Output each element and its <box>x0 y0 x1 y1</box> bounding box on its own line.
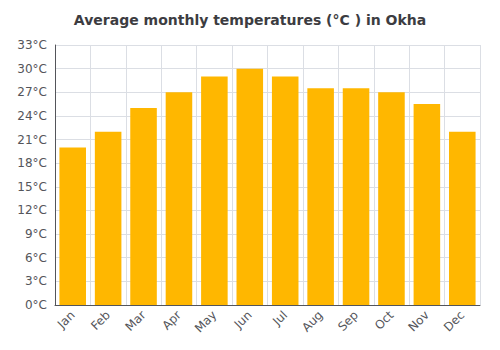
svg-text:24°C: 24°C <box>17 109 47 123</box>
svg-text:Jul: Jul <box>269 308 290 329</box>
svg-text:Jan: Jan <box>54 308 78 332</box>
svg-text:27°C: 27°C <box>17 85 47 99</box>
svg-text:Aug: Aug <box>299 308 325 334</box>
svg-text:Mar: Mar <box>123 308 149 334</box>
svg-text:21°C: 21°C <box>17 133 47 147</box>
svg-text:Dec: Dec <box>441 308 467 334</box>
svg-text:9°C: 9°C <box>25 227 47 241</box>
svg-text:Oct: Oct <box>372 308 397 333</box>
svg-text:Sep: Sep <box>335 308 361 334</box>
svg-text:0°C: 0°C <box>25 298 47 312</box>
svg-text:12°C: 12°C <box>17 203 47 217</box>
svg-text:18°C: 18°C <box>17 156 47 170</box>
svg-text:Jun: Jun <box>231 308 255 332</box>
svg-text:Nov: Nov <box>405 308 431 334</box>
svg-text:Apr: Apr <box>159 308 184 333</box>
svg-text:15°C: 15°C <box>17 180 47 194</box>
svg-text:6°C: 6°C <box>25 251 47 265</box>
svg-text:30°C: 30°C <box>17 62 47 76</box>
svg-text:May: May <box>192 308 219 335</box>
svg-text:Feb: Feb <box>88 308 113 333</box>
svg-text:Average monthly temperatures (: Average monthly temperatures (°C ) in Ok… <box>74 12 426 28</box>
svg-text:33°C: 33°C <box>17 38 47 52</box>
svg-text:3°C: 3°C <box>25 274 47 288</box>
